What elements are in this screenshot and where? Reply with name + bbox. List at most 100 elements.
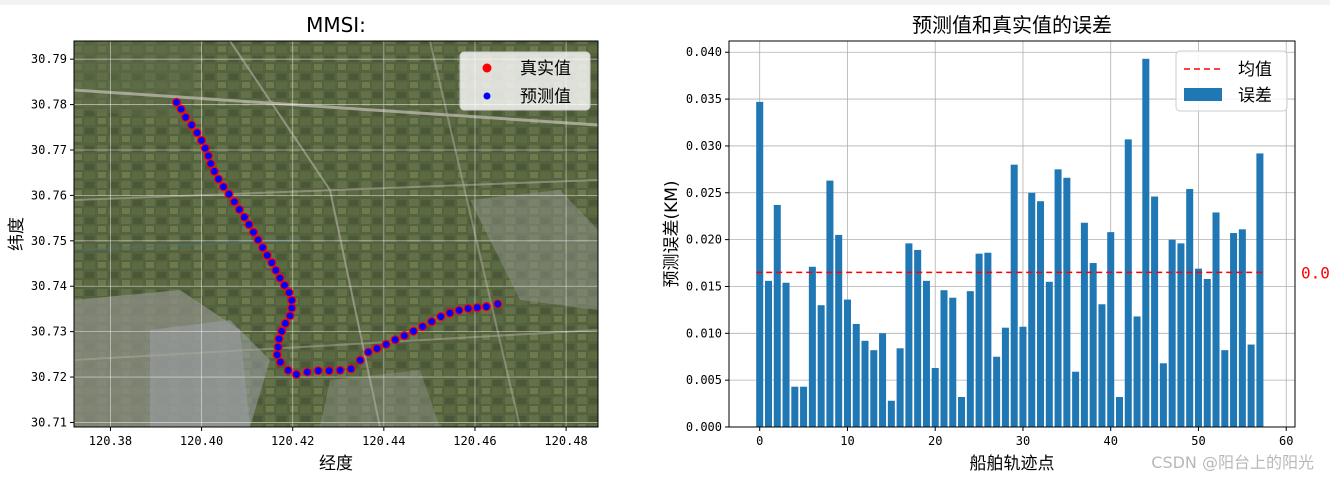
error-bar bbox=[782, 282, 790, 427]
map-xtick-label: 120.46 bbox=[453, 434, 496, 448]
map-ytick-label: 30.71 bbox=[31, 415, 67, 429]
bar-ytick-label: 0.040 bbox=[686, 45, 722, 59]
bar-xtick-label: 60 bbox=[1279, 434, 1293, 448]
error-bar bbox=[1238, 229, 1246, 427]
mean-annotation: 0.0165 bbox=[1301, 263, 1330, 282]
map-xtick-label: 120.48 bbox=[544, 434, 587, 448]
pred-point bbox=[455, 306, 463, 314]
bar-ytick-label: 0.025 bbox=[686, 186, 722, 200]
error-bar bbox=[1230, 233, 1238, 427]
pred-point bbox=[382, 340, 390, 348]
pred-point bbox=[364, 348, 372, 356]
pred-point bbox=[428, 318, 436, 326]
pred-point bbox=[254, 236, 262, 244]
pred-point bbox=[274, 343, 282, 351]
error-bar bbox=[1142, 58, 1150, 428]
error-bar bbox=[1080, 222, 1088, 427]
bar-ytick-label: 0.015 bbox=[686, 279, 722, 293]
map-xlabel: 经度 bbox=[319, 454, 353, 474]
map-xtick-label: 120.44 bbox=[362, 434, 405, 448]
map-xtick-label: 120.42 bbox=[271, 434, 314, 448]
pred-point bbox=[277, 358, 284, 366]
error-bar bbox=[1063, 177, 1071, 427]
pred-point bbox=[198, 137, 205, 144]
top-strip bbox=[0, 0, 1330, 5]
map-title: MMSI: bbox=[306, 13, 366, 37]
bar-xtick-label: 30 bbox=[1016, 434, 1030, 448]
pred-point bbox=[325, 367, 333, 375]
error-bar bbox=[879, 333, 887, 427]
pred-point bbox=[446, 309, 454, 317]
error-bar bbox=[949, 297, 957, 427]
pred-point bbox=[356, 356, 364, 364]
error-bar bbox=[1212, 212, 1220, 427]
bar-xtick-label: 50 bbox=[1191, 434, 1205, 448]
pred-point bbox=[464, 305, 472, 312]
map-ytick-label: 30.77 bbox=[31, 143, 67, 157]
error-bar bbox=[800, 386, 808, 427]
pred-point bbox=[400, 332, 408, 340]
error-bar bbox=[1194, 268, 1202, 427]
error-bar bbox=[975, 253, 983, 427]
bar-ylabel: 预测误差(KM) bbox=[662, 180, 682, 287]
pred-point bbox=[282, 320, 289, 327]
pred-point bbox=[193, 129, 201, 137]
bar-ytick-label: 0.005 bbox=[686, 373, 722, 387]
legend-error-swatch bbox=[1184, 88, 1222, 101]
error-bar bbox=[1203, 278, 1211, 427]
error-bar bbox=[905, 243, 913, 427]
legend-pred-label: 预测值 bbox=[520, 87, 571, 107]
error-bar bbox=[826, 180, 834, 427]
pred-point bbox=[303, 368, 311, 376]
legend-pred-marker bbox=[483, 92, 491, 100]
error-bar bbox=[835, 234, 843, 427]
bar-xtick-label: 10 bbox=[840, 434, 854, 448]
error-bar bbox=[940, 290, 948, 427]
error-bar bbox=[843, 299, 851, 427]
map-legend: 真实值 预测值 bbox=[459, 51, 591, 111]
pred-point bbox=[437, 313, 445, 321]
legend-error-label: 误差 bbox=[1238, 86, 1272, 106]
pred-point bbox=[215, 175, 222, 183]
map-xtick-label: 120.40 bbox=[180, 434, 223, 448]
pred-point bbox=[177, 105, 185, 113]
map-points bbox=[171, 97, 503, 379]
bar-frame bbox=[728, 40, 1296, 428]
pred-point bbox=[410, 327, 417, 335]
map-xtick-label: 120.38 bbox=[89, 434, 132, 448]
error-bar bbox=[1186, 189, 1194, 427]
error-bar bbox=[852, 323, 860, 427]
bar-ytick-label: 0.010 bbox=[686, 326, 722, 340]
map-ytick-label: 30.73 bbox=[31, 325, 67, 339]
error-bar bbox=[887, 400, 895, 427]
watermark: CSDN @阳台上的阳光 bbox=[1151, 453, 1314, 472]
map-ticks: 120.38 120.40 120.42 120.44 120.46 120.48 30.7… bbox=[31, 52, 588, 448]
pred-point bbox=[314, 367, 322, 375]
error-bar bbox=[1037, 201, 1045, 427]
pred-point bbox=[347, 365, 355, 373]
pred-point bbox=[250, 228, 257, 236]
error-bar bbox=[808, 266, 816, 427]
pred-point bbox=[241, 213, 248, 221]
pred-point bbox=[494, 300, 502, 308]
pred-point bbox=[188, 121, 195, 129]
pred-point bbox=[288, 304, 296, 312]
pred-point bbox=[268, 259, 276, 267]
error-bar bbox=[1107, 232, 1115, 427]
map-ytick-label: 30.76 bbox=[31, 188, 67, 202]
error-bar bbox=[1159, 363, 1167, 427]
error-bar bbox=[914, 249, 922, 427]
error-bar bbox=[1019, 326, 1027, 427]
pred-point bbox=[272, 266, 280, 274]
error-bar bbox=[1089, 263, 1097, 427]
pred-point bbox=[245, 221, 253, 228]
pred-point bbox=[205, 152, 212, 160]
pred-point bbox=[182, 113, 190, 121]
error-panel: 预测值和真实值的误差 0 10 20 30 40 50 600.0000.0050.0100… bbox=[662, 13, 1330, 474]
bar-xlabel: 船舶轨迹点 bbox=[970, 454, 1055, 474]
pred-point bbox=[336, 366, 344, 374]
bar-ytick-label: 0.020 bbox=[686, 233, 722, 247]
map-ytick-label: 30.79 bbox=[31, 52, 67, 66]
error-bar bbox=[984, 252, 992, 427]
